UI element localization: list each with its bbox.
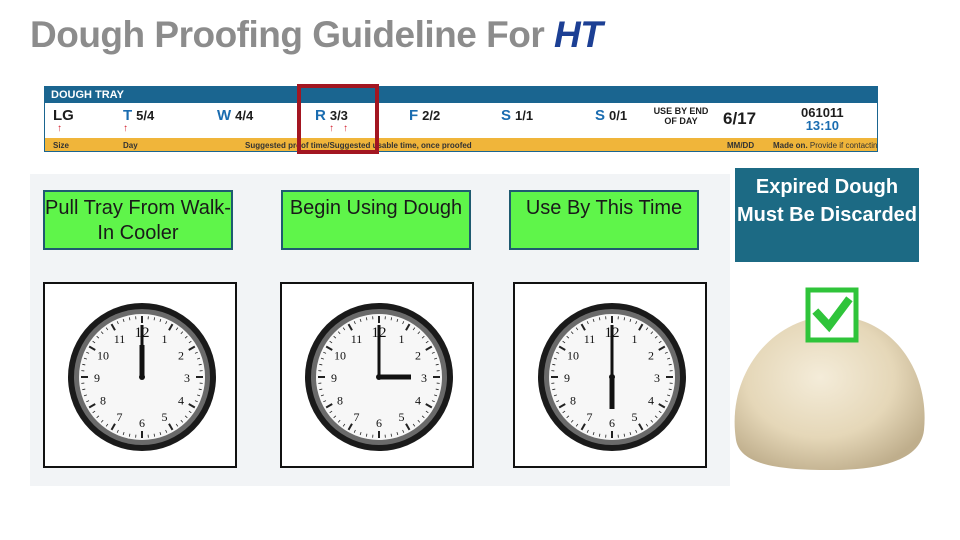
tray-footer: Size Day Suggested proof time/Suggested …	[45, 138, 877, 151]
day-value: 0/1	[609, 108, 628, 123]
tray-day-4: F 2/2	[409, 107, 440, 124]
day-letter: R	[315, 107, 326, 124]
day-value: 1/1	[515, 108, 534, 123]
use-by-line2: OF DAY	[664, 116, 698, 126]
step-pull-tray: Pull Tray From Walk-In Cooler	[43, 190, 233, 250]
clock-numeral: 3	[421, 371, 427, 385]
day-letter: T	[123, 107, 133, 124]
up-arrow-icon: ↑	[329, 123, 334, 134]
footer-size: Size	[53, 141, 70, 150]
tray-code: 061011 13:10	[801, 106, 844, 132]
day-value: 3/3	[329, 108, 348, 123]
tray-day-2: W 4/4	[217, 107, 253, 124]
clock-numeral: 7	[587, 410, 593, 424]
code-number: 061011	[801, 105, 844, 120]
footer-suggested: Suggested proof time/Suggested usable ti…	[245, 141, 472, 150]
use-by-line1: USE BY END	[653, 106, 709, 116]
tray-date: 6/17	[723, 109, 757, 128]
dough-ball-image	[734, 287, 925, 470]
clock-numeral: 3	[184, 371, 190, 385]
clock-numeral: 1	[399, 332, 405, 346]
clock-numeral: 2	[415, 349, 421, 363]
title-accent: HT	[554, 14, 603, 55]
code-time: 13:10	[805, 118, 839, 133]
clock-numeral: 11	[584, 332, 596, 346]
tray-header: DOUGH TRAY	[45, 87, 877, 103]
use-by-end-of-day: USE BY END OF DAY	[651, 106, 711, 126]
day-value: 5/4	[136, 108, 155, 123]
day-value: 2/2	[422, 108, 441, 123]
provide-note: Provide if contacting SCC	[809, 141, 878, 150]
expired-dough-notice: Expired Dough Must Be Discarded	[735, 168, 919, 262]
clock-numeral: 5	[162, 410, 168, 424]
up-arrow-icon: ↑	[343, 123, 348, 134]
clock-numeral: 5	[399, 410, 405, 424]
clock-numeral: 8	[337, 394, 343, 408]
clock-numeral: 3	[654, 371, 660, 385]
clock-numeral: 10	[334, 349, 346, 363]
clock-numeral: 10	[97, 349, 109, 363]
clock-numeral: 1	[162, 332, 168, 346]
dough-tray-label: DOUGH TRAY LG T 5/4 W 4/4 R 3/3 F 2/2 S 1/1 S…	[44, 86, 878, 152]
clock-numeral: 5	[632, 410, 638, 424]
clock-numeral: 4	[648, 394, 654, 408]
made-on-label: Made on.	[773, 141, 808, 150]
tray-day-5: S 1/1	[501, 107, 533, 124]
clock-numeral: 9	[564, 371, 570, 385]
clock-numeral: 6	[139, 416, 145, 430]
tray-day-3: R 3/3	[315, 107, 348, 124]
clock-numeral: 11	[114, 332, 126, 346]
footer-mmdd: MM/DD	[727, 141, 755, 150]
clock-numeral: 7	[354, 410, 360, 424]
clock-numeral: 6	[609, 416, 615, 430]
tray-day-6: S 0/1	[595, 107, 627, 124]
title-main: Dough Proofing Guideline For	[30, 14, 545, 55]
step-use-by: Use By This Time	[509, 190, 699, 250]
up-arrow-icon: ↑	[57, 123, 62, 134]
day-letter: W	[217, 107, 232, 124]
clock-numeral: 9	[94, 371, 100, 385]
page-title: Dough Proofing Guideline For HT	[30, 14, 603, 56]
day-letter: F	[409, 107, 419, 124]
clock-numeral: 2	[178, 349, 184, 363]
up-arrow-icon: ↑	[123, 123, 128, 134]
clock-numeral: 7	[117, 410, 123, 424]
highlight-box	[297, 84, 379, 154]
clock-numeral: 8	[100, 394, 106, 408]
day-value: 4/4	[235, 108, 254, 123]
step-begin-using: Begin Using Dough	[281, 190, 471, 250]
clock-numeral: 2	[648, 349, 654, 363]
tray-day-1: T 5/4	[123, 107, 154, 124]
check-box-icon	[805, 287, 859, 343]
clock-numeral: 9	[331, 371, 337, 385]
day-letter: S	[595, 107, 606, 124]
day-letter: S	[501, 107, 512, 124]
clock-numeral: 10	[567, 349, 579, 363]
clock-numeral: 4	[178, 394, 184, 408]
clock-numeral: 6	[376, 416, 382, 430]
clock-numeral: 8	[570, 394, 576, 408]
footer-day: Day	[123, 141, 138, 150]
tray-size: LG	[53, 107, 74, 124]
clock-numeral: 1	[632, 332, 638, 346]
clock-numeral: 11	[351, 332, 363, 346]
footer-made-on: Made on. Provide if contacting SCC	[773, 141, 878, 150]
clock-numeral: 4	[415, 394, 421, 408]
